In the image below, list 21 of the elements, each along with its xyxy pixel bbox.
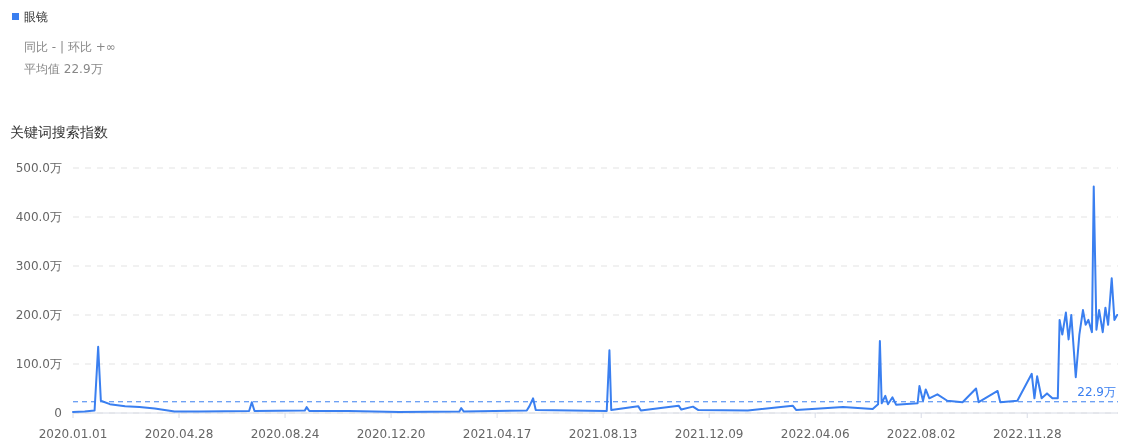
x-tick-label: 2021.04.17: [462, 427, 532, 439]
x-tick-label: 2021.12.09: [674, 427, 744, 439]
y-tick-label: 200.0万: [15, 308, 62, 322]
chart-title: 关键词搜索指数: [10, 124, 108, 140]
x-tick-label: 2022.04.06: [780, 427, 850, 439]
x-tick-label: 2020.08.24: [250, 427, 320, 439]
x-tick-label: 2021.08.13: [568, 427, 638, 439]
text: 平均值 22.9万: [24, 62, 103, 76]
ref-line-label: 22.9万: [1077, 384, 1116, 399]
y-tick-label: 0: [54, 406, 62, 420]
x-tick-label: 2020.04.28: [144, 427, 214, 439]
x-tick-label: 2022.11.28: [992, 427, 1062, 439]
x-tick-label: 2020.01.01: [38, 427, 108, 439]
x-tick-label: 2020.12.20: [356, 427, 426, 439]
y-tick-label: 100.0万: [15, 357, 62, 371]
x-tick-label: 2022.08.02: [886, 427, 956, 439]
y-tick-label: 400.0万: [15, 210, 62, 224]
y-tick-label: 500.0万: [15, 161, 62, 175]
y-tick-label: 300.0万: [15, 259, 62, 273]
text: 同比 - | 环比 +∞: [24, 40, 116, 54]
legend-label: 眼镜: [24, 10, 48, 24]
